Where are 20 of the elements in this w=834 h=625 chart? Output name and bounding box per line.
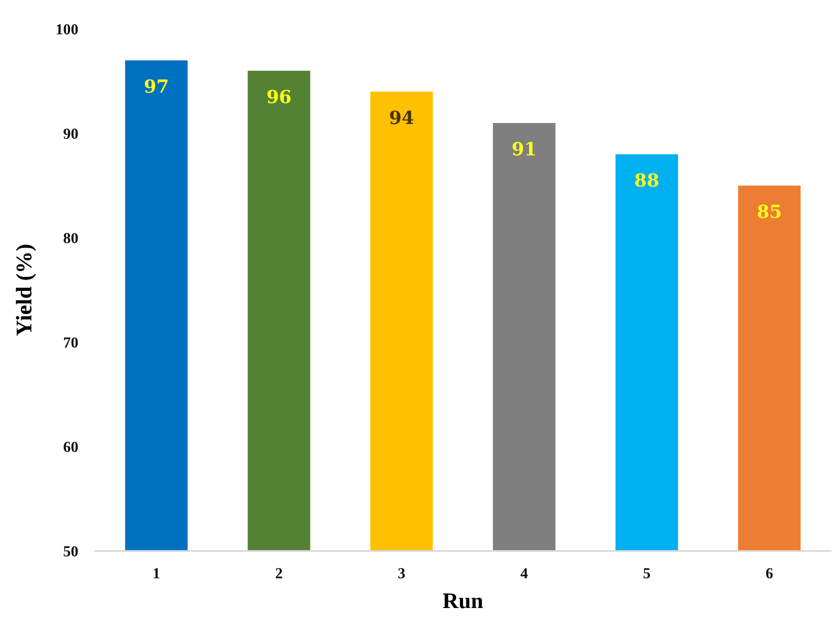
x-tick-label: 4 [520,568,528,578]
y-tick-label: 50 [64,546,78,556]
x-tick-label: 2 [276,568,282,578]
y-tick-label: 80 [64,232,78,244]
x-tick-label: 5 [644,568,650,578]
data-label: 85 [758,204,781,218]
y-tick-label: 90 [64,128,78,139]
data-label: 91 [512,142,535,156]
y-tick-label: 70 [64,337,78,348]
x-tick-label: 6 [766,568,773,578]
data-label: 96 [267,90,291,104]
data-label: 88 [635,173,658,187]
y-axis-title: Yield (%) [16,244,36,336]
data-label: 94 [390,110,414,124]
y-tick-label: 100 [56,24,78,34]
data-label: 97 [144,79,168,93]
x-tick-label: 1 [154,568,160,578]
x-axis-title: Run [442,594,483,608]
y-tick-label: 60 [64,442,78,452]
x-tick-label: 3 [398,568,405,578]
